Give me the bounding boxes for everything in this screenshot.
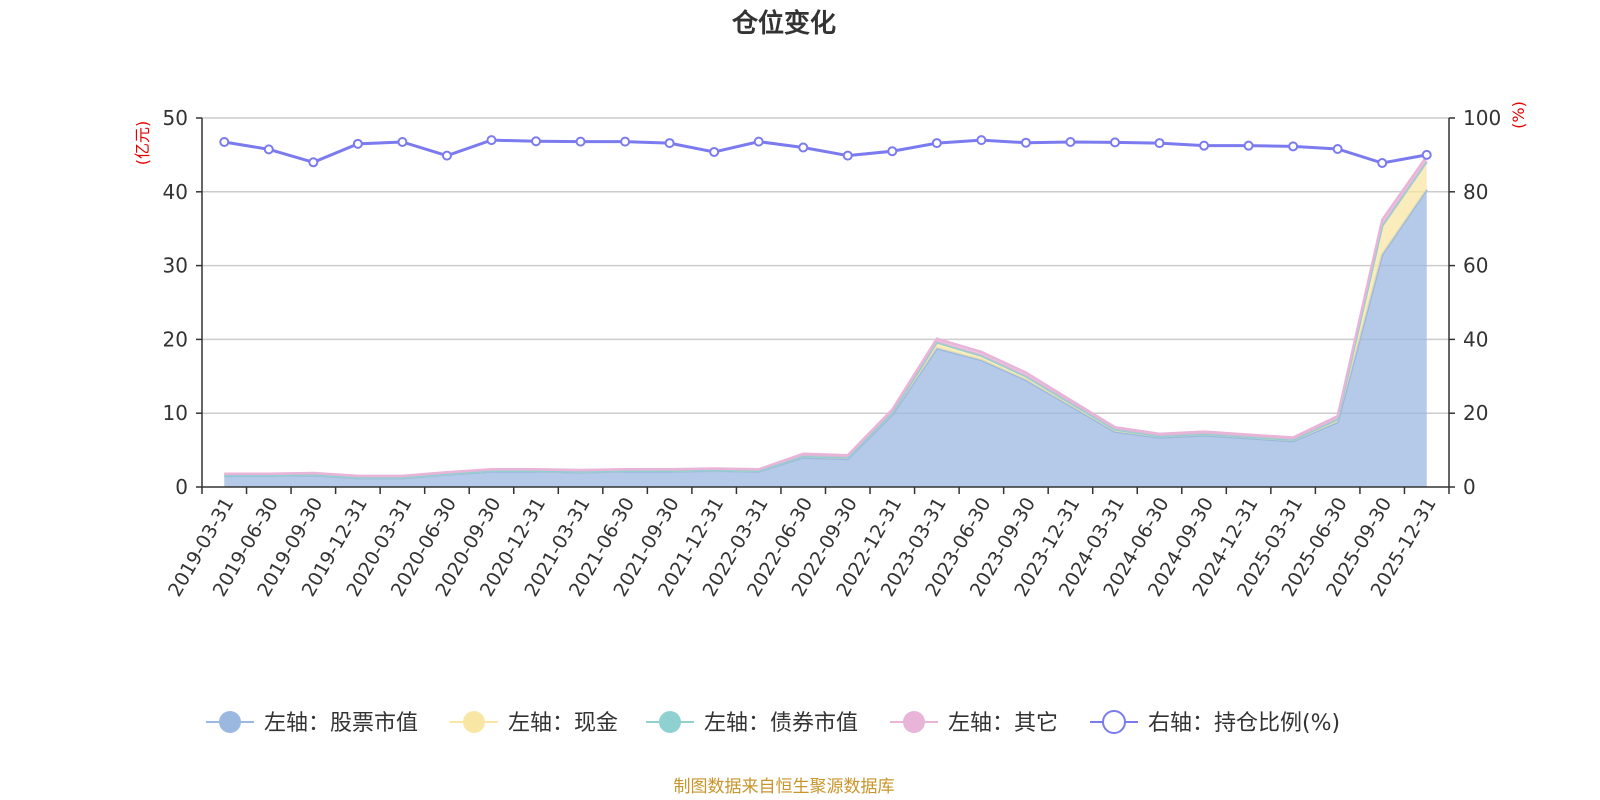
right-tick-label: 20 (1463, 401, 1488, 425)
position-ratio-point (842, 150, 853, 161)
position-ratio-point (1332, 143, 1343, 154)
left-tick-label: 0 (175, 475, 188, 499)
legend-marker (659, 711, 681, 733)
position-ratio-point (798, 142, 809, 153)
legend-label: 左轴：现金 (508, 711, 618, 736)
left-tick-label: 30 (163, 254, 188, 278)
position-ratio-point (1243, 140, 1254, 151)
area-左轴：债券市值 (224, 161, 1427, 478)
legend-marker (1102, 710, 1126, 734)
right-tick-label: 80 (1463, 180, 1488, 204)
position-ratio-point (441, 150, 452, 161)
position-ratio-point (1377, 158, 1388, 169)
position-ratio-point (575, 136, 586, 147)
legend-label: 左轴：债券市值 (704, 711, 858, 736)
position-ratio-point (486, 135, 497, 146)
legend-label: 左轴：股票市值 (264, 711, 418, 736)
left-tick-label: 10 (163, 401, 188, 425)
position-ratio-point (976, 135, 987, 146)
area-左轴：其它 (224, 156, 1427, 478)
legend-marker (219, 711, 241, 733)
position-ratio-point (308, 157, 319, 168)
position-ratio-point (1065, 136, 1076, 147)
position-ratio-point (1288, 141, 1299, 152)
grid-lines (202, 117, 1449, 414)
left-tick-label: 20 (163, 327, 188, 351)
position-ratio-point (219, 136, 230, 147)
position-ratio-point (753, 136, 764, 147)
position-ratio-line (219, 135, 1432, 169)
position-ratio-point (1199, 140, 1210, 151)
area-edge-左轴：现金 (224, 160, 1428, 479)
area-edge-左轴：债券市值 (224, 160, 1428, 479)
right-tick-label: 0 (1463, 475, 1476, 499)
axes: 010203040500204060801002019-03-312019-06… (163, 106, 1502, 600)
area-左轴：现金 (224, 161, 1427, 479)
position-ratio-point (531, 136, 542, 147)
right-tick-label: 40 (1463, 327, 1488, 351)
area-左轴：股票市值 (224, 189, 1427, 487)
chart-title: 仓位变化 (731, 8, 836, 39)
position-ratio-point (1421, 149, 1432, 160)
position-ratio-point (352, 138, 363, 149)
left-axis-unit: (亿元) (133, 121, 152, 166)
legend-marker (903, 711, 925, 733)
legend: 左轴：股票市值 左轴：现金 左轴：债券市值 左轴：其它 右轴：持仓比例(%) (206, 710, 1340, 736)
position-ratio-point (1154, 138, 1165, 149)
position-ratio-point (620, 136, 631, 147)
legend-marker (463, 711, 485, 733)
position-ratio-point (709, 146, 720, 157)
area-edge-左轴：其它 (224, 155, 1428, 478)
position-ratio-point (1109, 137, 1120, 148)
stacked-areas (224, 155, 1428, 487)
right-axis-unit: (%) (1509, 101, 1528, 129)
source-note: 制图数据来自恒生聚源数据库 (674, 777, 895, 797)
legend-label: 右轴：持仓比例(%) (1148, 711, 1340, 736)
position-ratio-point (887, 146, 898, 157)
position-ratio-point (664, 138, 675, 149)
position-ratio-point (1020, 137, 1031, 148)
position-ratio-point (263, 144, 274, 155)
legend-label: 左轴：其它 (948, 711, 1058, 736)
position-ratio-point (397, 136, 408, 147)
right-tick-label: 100 (1463, 106, 1501, 130)
left-tick-label: 50 (163, 106, 188, 130)
right-tick-label: 60 (1463, 254, 1488, 278)
position-ratio-point (931, 138, 942, 149)
left-tick-label: 40 (163, 180, 188, 204)
position-ratio-path (224, 138, 1427, 165)
